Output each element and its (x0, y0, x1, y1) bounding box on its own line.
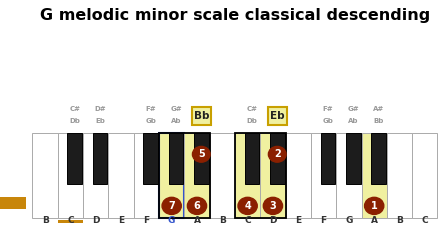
FancyBboxPatch shape (268, 107, 287, 125)
Text: C: C (67, 216, 74, 225)
Bar (362, 133, 387, 218)
Bar (184, 133, 209, 218)
Text: B: B (219, 216, 226, 225)
Text: Eb: Eb (270, 111, 285, 121)
Circle shape (187, 197, 207, 214)
Text: 1: 1 (371, 201, 378, 211)
Text: G: G (168, 216, 176, 225)
Text: F: F (320, 216, 326, 225)
Text: Bb: Bb (373, 118, 384, 124)
Text: C#: C# (69, 106, 80, 112)
Text: G melodic minor scale classical descending: G melodic minor scale classical descendi… (40, 8, 430, 23)
Circle shape (268, 146, 286, 162)
Bar (134, 133, 159, 218)
FancyBboxPatch shape (192, 107, 211, 125)
Text: 6: 6 (194, 201, 200, 211)
Bar (336, 133, 362, 218)
Bar (83, 133, 108, 218)
Text: F: F (143, 216, 150, 225)
Text: D: D (92, 216, 99, 225)
Circle shape (238, 197, 257, 214)
Bar (235, 133, 260, 218)
Bar (159, 133, 184, 218)
Text: G#: G# (347, 106, 359, 112)
Bar (412, 133, 437, 218)
Text: Db: Db (69, 118, 80, 124)
Text: D#: D# (94, 106, 106, 112)
Text: F#: F# (323, 106, 333, 112)
Circle shape (263, 197, 282, 214)
Text: A#: A# (373, 106, 384, 112)
Bar (346, 133, 360, 184)
Text: G#: G# (170, 106, 182, 112)
Text: B: B (396, 216, 403, 225)
Text: Gb: Gb (145, 118, 156, 124)
Circle shape (365, 197, 384, 214)
Bar (320, 133, 335, 184)
Text: G: G (345, 216, 352, 225)
Text: D: D (269, 216, 277, 225)
Text: E: E (295, 216, 301, 225)
Bar (93, 133, 107, 184)
Bar (169, 133, 183, 184)
Bar (209, 133, 235, 218)
Bar (270, 133, 285, 184)
Bar (311, 133, 336, 218)
Text: C: C (422, 216, 428, 225)
Bar (245, 133, 259, 184)
Text: F#: F# (145, 106, 156, 112)
Bar (371, 133, 386, 184)
Text: 3: 3 (270, 201, 276, 211)
Text: Gb: Gb (323, 118, 333, 124)
Text: B: B (42, 216, 48, 225)
Bar (235, 133, 286, 218)
Bar (387, 133, 412, 218)
Bar (33, 133, 58, 218)
Bar (194, 133, 209, 184)
Bar (58, 220, 83, 223)
Bar (260, 133, 286, 218)
Bar (67, 133, 82, 184)
Bar (159, 133, 209, 218)
Bar (286, 133, 311, 218)
Text: Ab: Ab (171, 118, 181, 124)
Text: A: A (370, 216, 378, 225)
Bar (0, 197, 26, 209)
Bar (143, 133, 158, 184)
Text: 7: 7 (169, 201, 175, 211)
Text: C#: C# (246, 106, 257, 112)
Text: 2: 2 (274, 149, 281, 159)
Text: Ab: Ab (348, 118, 359, 124)
Text: E: E (118, 216, 124, 225)
Text: Bb: Bb (194, 111, 209, 121)
Text: Db: Db (246, 118, 257, 124)
Text: A: A (194, 216, 201, 225)
Circle shape (192, 146, 210, 162)
Text: 4: 4 (244, 201, 251, 211)
Text: Eb: Eb (95, 118, 105, 124)
Bar (108, 133, 134, 218)
Text: basicmusictheory.com: basicmusictheory.com (10, 80, 15, 145)
Bar (58, 133, 83, 218)
Text: 5: 5 (198, 149, 205, 159)
Text: C: C (244, 216, 251, 225)
Circle shape (162, 197, 181, 214)
